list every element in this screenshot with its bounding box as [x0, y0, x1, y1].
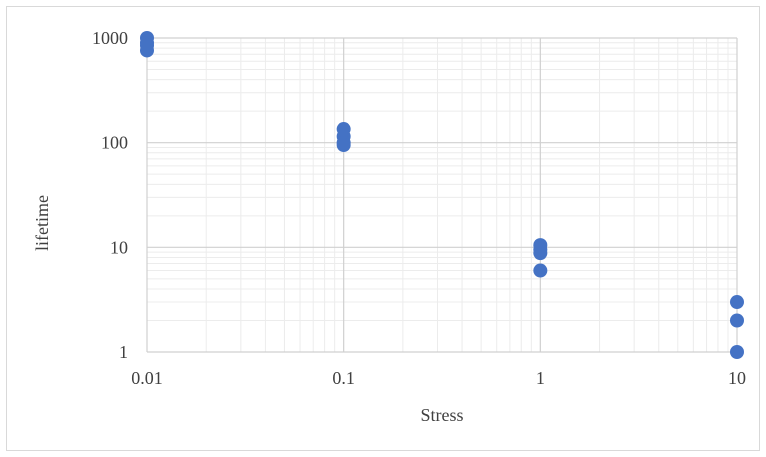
- data-point: [730, 295, 744, 309]
- major-gridlines: [147, 38, 737, 352]
- x-axis-tick-labels: 0.01 0.1 1 10: [131, 368, 746, 388]
- x-tick-label: 0.01: [131, 368, 163, 388]
- data-point: [533, 264, 547, 278]
- y-tick-label: 1000: [92, 28, 128, 48]
- data-point: [730, 345, 744, 359]
- data-point: [730, 313, 744, 327]
- y-axis-title: lifetime: [32, 195, 52, 251]
- x-tick-label: 1: [536, 368, 545, 388]
- x-tick-label: 10: [728, 368, 746, 388]
- data-points: [140, 31, 744, 359]
- data-point: [533, 246, 547, 260]
- x-tick-label: 0.1: [332, 368, 355, 388]
- y-tick-label: 1: [119, 342, 128, 362]
- data-point: [337, 138, 351, 152]
- y-axis-tick-labels: 1 10 100 1000: [92, 28, 128, 362]
- minor-gridlines: [147, 38, 737, 352]
- y-tick-label: 10: [110, 237, 128, 257]
- y-tick-label: 100: [101, 133, 128, 153]
- x-axis-title: Stress: [420, 405, 463, 425]
- data-point: [140, 43, 154, 57]
